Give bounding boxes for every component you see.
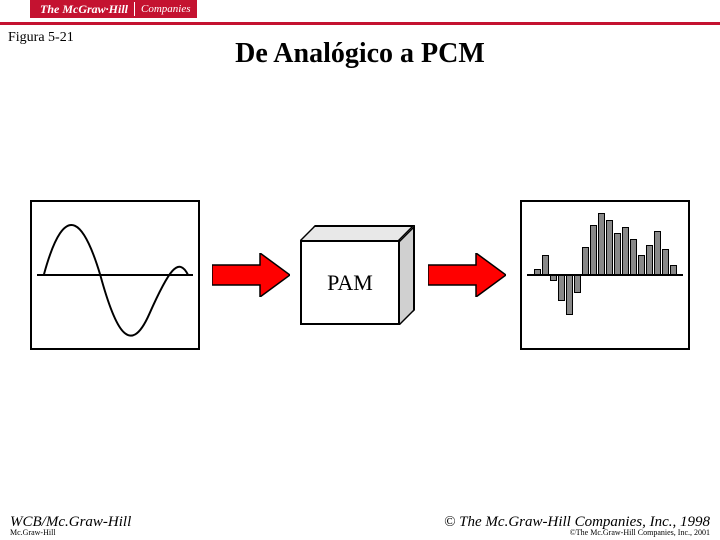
footer-left: WCB/Mc.Graw-Hill Mc.Graw-Hill [10, 514, 131, 534]
pcm-bar [574, 275, 581, 293]
analog-waveform [32, 202, 198, 348]
slide-page: The McGraw·Hill Companies Figura 5-21 De… [0, 0, 720, 540]
pam-label: PAM [327, 270, 373, 296]
footer-right-small: ©The Mc.Graw-Hill Companies, Inc., 2001 [444, 531, 710, 534]
pcm-bar [646, 245, 653, 275]
pcm-bar [654, 231, 661, 275]
panel-pcm [520, 200, 690, 350]
pcm-bar [638, 255, 645, 275]
pcm-bar [630, 239, 637, 275]
pcm-bar [566, 275, 573, 315]
footer-right: © The Mc.Graw-Hill Companies, Inc., 1998… [444, 514, 710, 534]
pcm-bars [522, 202, 688, 348]
footer-left-small: Mc.Graw-Hill [10, 531, 131, 534]
brand-box: The McGraw·Hill Companies [30, 0, 197, 18]
cube-front-face: PAM [300, 240, 400, 325]
brand-sub: Companies [141, 3, 191, 15]
pam-box: PAM [300, 225, 420, 325]
page-title: De Analógico a PCM [0, 38, 720, 70]
pcm-bar [534, 269, 541, 275]
pcm-bar [614, 233, 621, 275]
pcm-bar [582, 247, 589, 275]
cube-side-face [400, 225, 415, 325]
brand-company: The McGraw·Hill [40, 2, 128, 17]
brand-rule [0, 22, 720, 25]
pcm-bar [662, 249, 669, 275]
pcm-bar [670, 265, 677, 275]
brand-divider [134, 2, 135, 16]
arrow-left [212, 253, 290, 297]
panel-analog [30, 200, 200, 350]
pcm-bar [590, 225, 597, 275]
pcm-bar [542, 255, 549, 275]
arrow-right [428, 253, 506, 297]
diagram: PAM [0, 200, 720, 360]
pcm-bar [622, 227, 629, 275]
brand-bar: The McGraw·Hill Companies [0, 0, 720, 27]
pcm-bar [606, 220, 613, 275]
pcm-bar [550, 275, 557, 281]
pcm-bar [558, 275, 565, 301]
pcm-bar [598, 213, 605, 275]
cube-top-face [300, 225, 415, 240]
